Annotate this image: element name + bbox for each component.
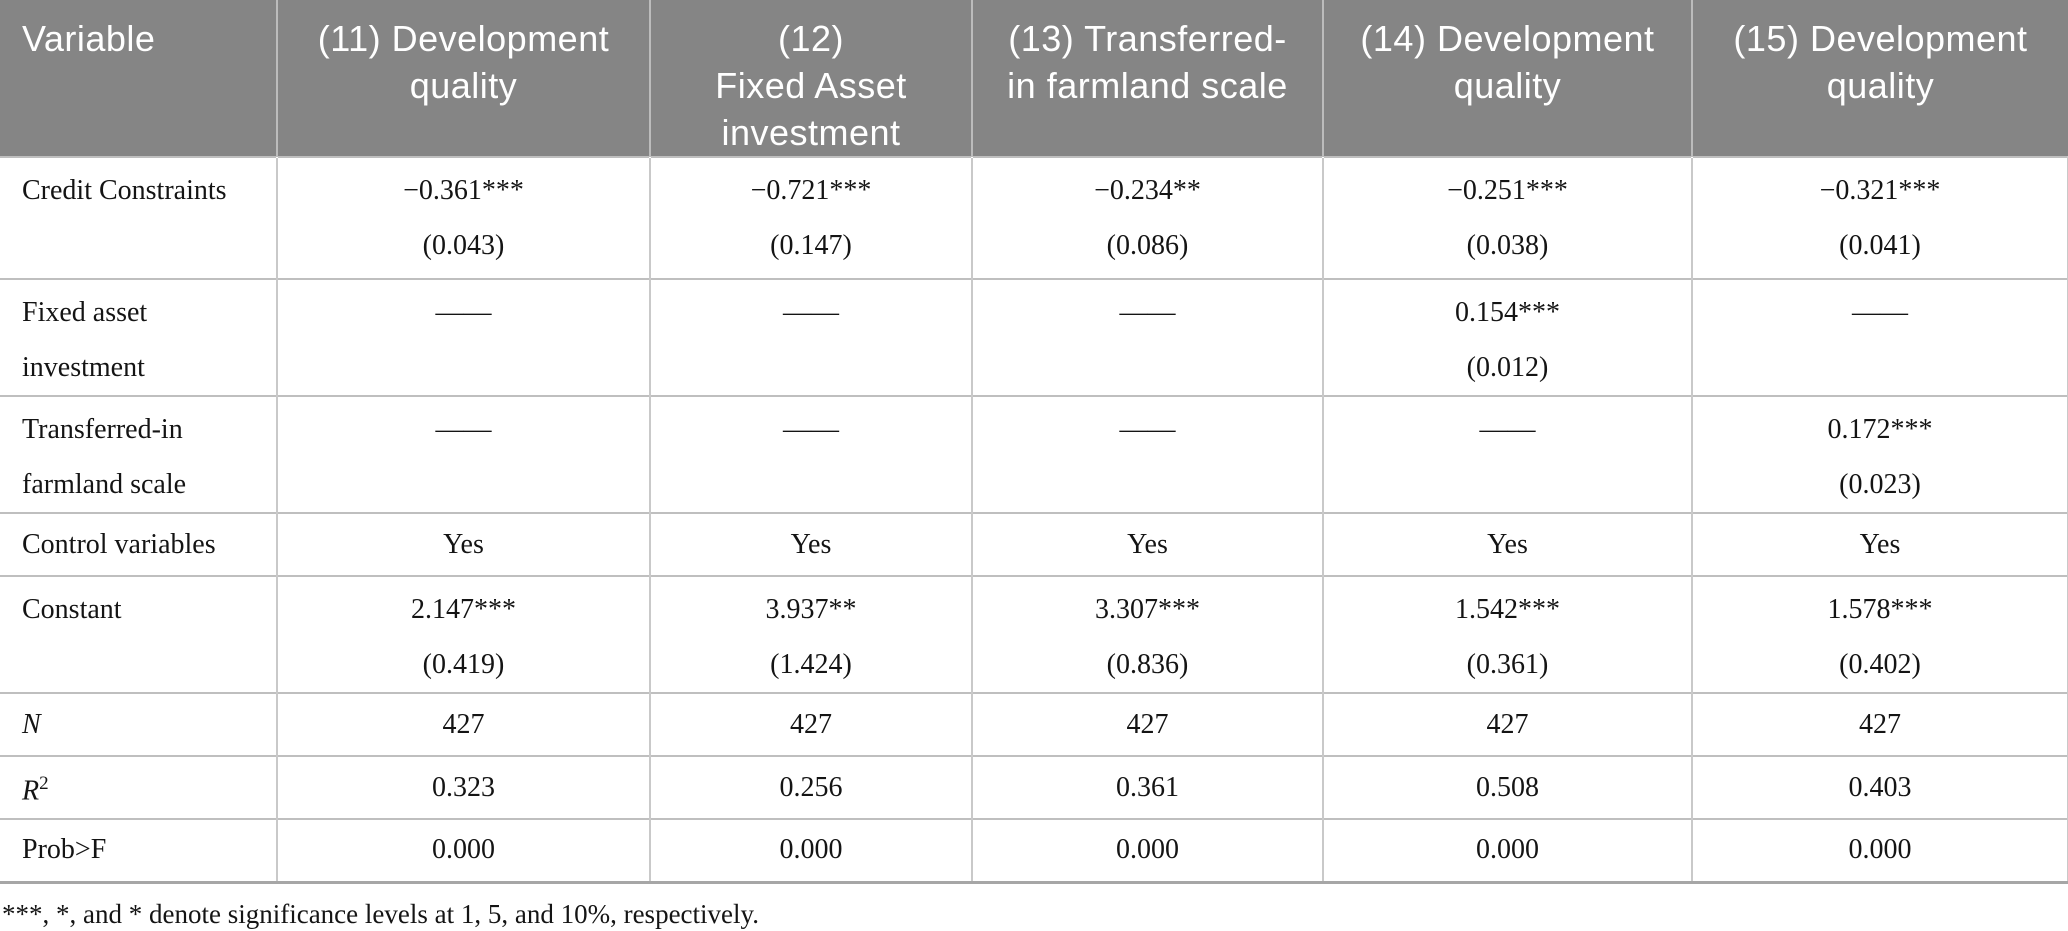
row-label: Control variables (0, 512, 278, 576)
value-cell: −0.251*** (0.038) (1323, 156, 1693, 279)
column-header-model-13: (13) Transferred- in farmland scale (972, 0, 1324, 157)
column-header-model-12: (12) Fixed Asset investment (650, 0, 973, 157)
value-cell: —— (1692, 278, 2068, 396)
table-row-fixed-asset-investment: Fixed asset investment —— —— —— 0.154***… (0, 278, 2068, 396)
value-cell: 0.256 (650, 755, 973, 819)
row-label: N (0, 692, 278, 756)
value-cell: —— (650, 278, 973, 396)
table-row-control-variables: Control variables Yes Yes Yes Yes Yes (0, 512, 2068, 576)
value-cell: 3.937** (1.424) (650, 575, 973, 693)
value-cell: Yes (972, 512, 1324, 576)
r-squared-superscript: 2 (39, 772, 49, 794)
regression-results-table: Variable (11) Development quality (12) F… (0, 0, 2068, 884)
value-cell: 0.000 (1323, 818, 1693, 884)
r-squared-label: R (22, 775, 40, 807)
table-row-credit-constraints: Credit Constraints −0.361*** (0.043) −0.… (0, 156, 2068, 279)
value-cell: 2.147*** (0.419) (277, 575, 651, 693)
row-label: Constant (0, 575, 278, 693)
value-cell: 0.154*** (0.012) (1323, 278, 1693, 396)
table-row-n: N 427 427 427 427 427 (0, 692, 2068, 756)
column-header-model-14: (14) Development quality (1323, 0, 1693, 157)
value-cell: 0.323 (277, 755, 651, 819)
row-label: Fixed asset investment (0, 278, 278, 396)
value-cell: Yes (277, 512, 651, 576)
column-header-variable: Variable (0, 0, 278, 157)
significance-footnote: ***, *, and * denote significance levels… (2, 898, 760, 929)
value-cell: 427 (972, 692, 1324, 756)
value-cell: 427 (1692, 692, 2068, 756)
value-cell: 427 (1323, 692, 1693, 756)
value-cell: −0.721*** (0.147) (650, 156, 973, 279)
table-row-r-squared: R2 0.323 0.256 0.361 0.508 0.403 (0, 755, 2068, 819)
row-label: Credit Constraints (0, 156, 278, 279)
value-cell: —— (277, 395, 651, 513)
value-cell: 0.172*** (0.023) (1692, 395, 2068, 513)
value-cell: 0.508 (1323, 755, 1693, 819)
value-cell: −0.234** (0.086) (972, 156, 1324, 279)
table-row-transferred-in-farmland-scale: Transferred-in farmland scale —— —— —— —… (0, 395, 2068, 513)
value-cell: 1.542*** (0.361) (1323, 575, 1693, 693)
row-label: R2 (0, 755, 278, 819)
value-cell: —— (650, 395, 973, 513)
row-label: Transferred-in farmland scale (0, 395, 278, 513)
value-cell: 427 (277, 692, 651, 756)
value-cell: 0.403 (1692, 755, 2068, 819)
value-cell: —— (277, 278, 651, 396)
value-cell: Yes (1692, 512, 2068, 576)
value-cell: 1.578*** (0.402) (1692, 575, 2068, 693)
table-row-constant: Constant 2.147*** (0.419) 3.937** (1.424… (0, 575, 2068, 693)
value-cell: Yes (1323, 512, 1693, 576)
value-cell: 0.000 (1692, 818, 2068, 884)
table-row-prob-f: Prob>F 0.000 0.000 0.000 0.000 0.000 (0, 818, 2068, 884)
row-label: Prob>F (0, 818, 278, 884)
header-row: Variable (11) Development quality (12) F… (0, 0, 2068, 157)
value-cell: 0.000 (650, 818, 973, 884)
column-header-model-11: (11) Development quality (277, 0, 651, 157)
value-cell: 0.000 (277, 818, 651, 884)
value-cell: −0.361*** (0.043) (277, 156, 651, 279)
value-cell: 0.361 (972, 755, 1324, 819)
value-cell: 0.000 (972, 818, 1324, 884)
value-cell: —— (972, 395, 1324, 513)
value-cell: 3.307*** (0.836) (972, 575, 1324, 693)
column-header-model-15: (15) Development quality (1692, 0, 2068, 157)
value-cell: 427 (650, 692, 973, 756)
value-cell: —— (972, 278, 1324, 396)
value-cell: Yes (650, 512, 973, 576)
value-cell: −0.321*** (0.041) (1692, 156, 2068, 279)
value-cell: —— (1323, 395, 1693, 513)
